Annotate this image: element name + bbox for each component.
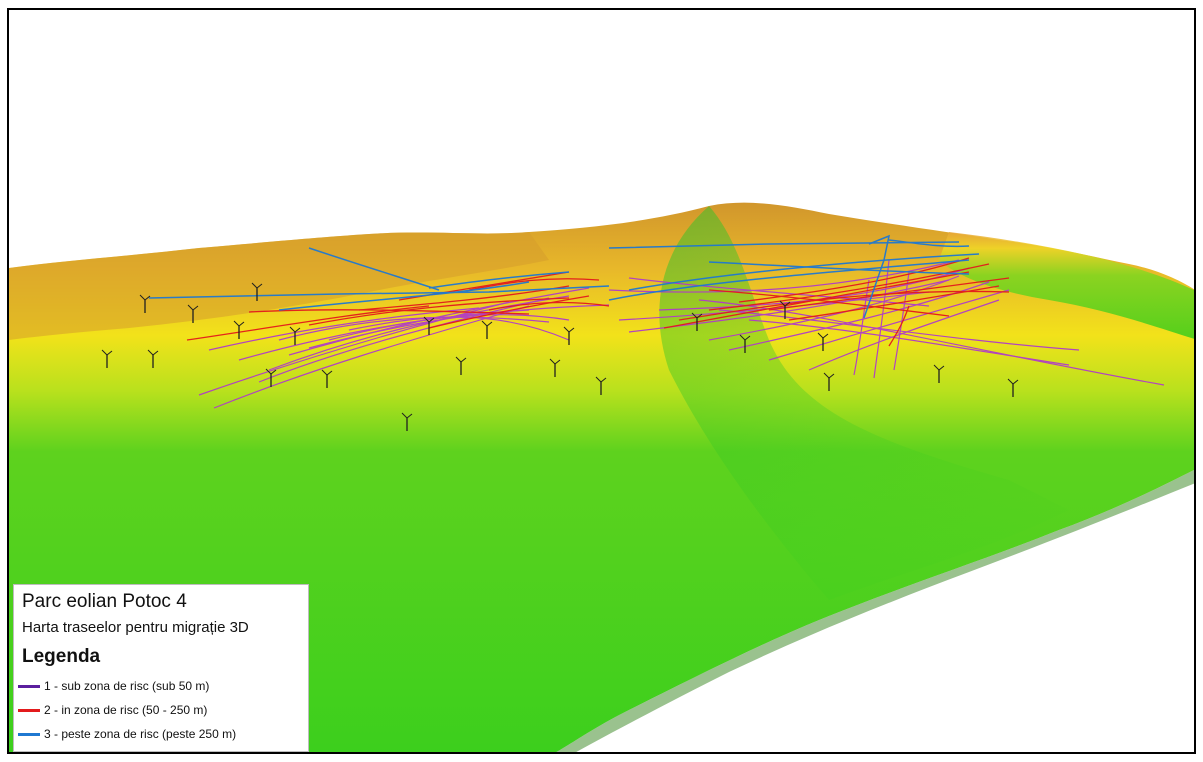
legend-swatch-red (18, 708, 40, 712)
map-title: Parc eolian Potoc 4 (22, 591, 187, 612)
legend-label: 2 - in zona de risc (50 - 250 m) (44, 703, 208, 717)
map-legend: Parc eolian Potoc 4 Harta traseelor pent… (13, 584, 309, 752)
legend-item-risk-zone: 2 - in zona de risc (50 - 250 m) (18, 701, 207, 719)
wind-turbine (423, 316, 435, 335)
wind-turbine (595, 376, 607, 395)
wind-turbine (187, 304, 199, 323)
tracks-above-risk-zone (148, 234, 980, 319)
wind-turbines (101, 282, 1019, 431)
wind-turbine (739, 334, 751, 353)
wind-turbine (933, 364, 945, 383)
legend-swatch-blue (18, 732, 40, 736)
wind-turbine (823, 372, 835, 391)
tracks-in-risk-zone (186, 257, 1010, 347)
wind-turbine (549, 358, 561, 377)
wind-turbine (817, 332, 829, 351)
wind-turbine (455, 356, 467, 375)
wind-turbine (101, 349, 113, 368)
wind-turbine (321, 369, 333, 388)
legend-swatch-purple (18, 684, 40, 688)
legend-item-below-risk: 1 - sub zona de risc (sub 50 m) (18, 677, 209, 695)
wind-turbine (481, 320, 493, 339)
wind-turbine (251, 282, 263, 301)
map-subtitle: Harta traseelor pentru migrație 3D (22, 619, 249, 636)
wind-turbine (233, 320, 245, 339)
wind-turbine (147, 349, 159, 368)
wind-turbine (691, 312, 703, 331)
wind-turbine (1007, 378, 1019, 397)
legend-label: 3 - peste zona de risc (peste 250 m) (44, 727, 237, 741)
wind-turbine (563, 326, 575, 345)
wind-turbine (289, 326, 301, 345)
legend-label: 1 - sub zona de risc (sub 50 m) (44, 679, 210, 693)
wind-turbine (401, 412, 413, 431)
wind-turbine (265, 368, 277, 387)
map-frame: Parc eolian Potoc 4 Harta traseelor pent… (7, 8, 1196, 754)
legend-title: Legenda (22, 646, 101, 667)
wind-turbine (139, 294, 151, 313)
legend-item-above-risk: 3 - peste zona de risc (peste 250 m) (18, 725, 236, 743)
wind-turbine (779, 300, 791, 319)
